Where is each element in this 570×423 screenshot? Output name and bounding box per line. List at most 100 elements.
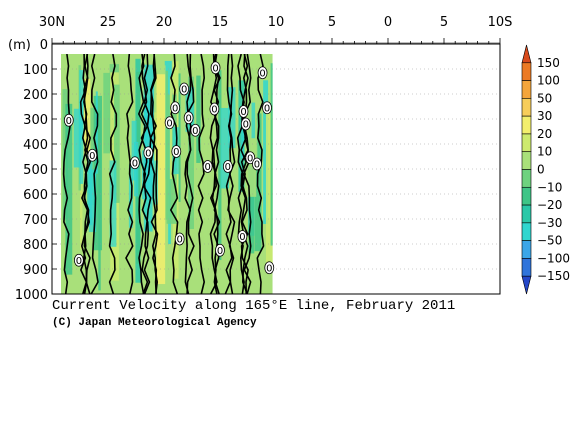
zero-contours — [62, 54, 265, 294]
y-tick-label: 600 — [23, 188, 48, 203]
colorbar-label: −30 — [537, 216, 562, 230]
contour-label-text: 0 — [266, 263, 272, 274]
contour-label: 0 — [164, 116, 175, 129]
colorbar-swatch — [521, 204, 532, 224]
contour-label: 0 — [238, 105, 249, 118]
contour-label: 0 — [210, 61, 221, 74]
contour-line — [108, 54, 118, 294]
contour-label: 0 — [87, 148, 98, 162]
colorbar-swatch — [521, 151, 532, 170]
contour-label: 0 — [252, 157, 262, 171]
contour-label-text: 0 — [204, 162, 210, 173]
field-band — [218, 70, 222, 261]
contour-line — [83, 54, 92, 294]
contour-label: 0 — [129, 156, 140, 169]
y-tick-label: 800 — [23, 238, 48, 253]
colorbar-swatch — [521, 115, 532, 135]
x-tick-label: 5 — [440, 15, 448, 30]
field-band — [241, 118, 245, 158]
y-tick-label: 500 — [23, 163, 48, 178]
contour-line — [242, 54, 252, 294]
colorbar-swatch — [521, 62, 532, 81]
contour-label: 0 — [174, 232, 185, 246]
contour-line — [227, 54, 236, 294]
x-tick-label: 30N — [39, 15, 65, 30]
contour-label: 0 — [245, 151, 256, 164]
field-band — [109, 160, 117, 247]
field-band — [263, 80, 269, 224]
x-tick-label: 20 — [156, 15, 173, 30]
contour-label: 0 — [183, 111, 194, 124]
colorbar-label: −100 — [537, 251, 570, 265]
contour-label-text: 0 — [247, 153, 253, 164]
colorbar-swatch — [521, 133, 532, 153]
contour-label-text: 0 — [145, 148, 151, 159]
contour-line — [186, 54, 195, 294]
y-tick-label: 200 — [23, 88, 48, 103]
colorbar-label: 30 — [537, 109, 552, 123]
contour-line — [240, 54, 250, 294]
x-tick-label: 0 — [384, 15, 392, 30]
field-band — [131, 120, 137, 181]
dotted-gridlines — [52, 68, 500, 270]
contour-label-text: 0 — [217, 246, 223, 257]
contour-label-text: 0 — [66, 116, 72, 127]
colorbar-label: −150 — [537, 269, 570, 283]
colorbar-label: 50 — [537, 91, 552, 105]
contour-label: 0 — [257, 66, 268, 79]
contour-label: 0 — [262, 101, 272, 114]
x-axis: 30N 25 20 15 10 5 0 5 10S — [39, 15, 512, 44]
colorbar-swatch — [521, 80, 532, 99]
field-band — [87, 153, 93, 226]
contour-label-text: 0 — [166, 118, 172, 129]
field-band — [95, 91, 98, 174]
contour-label-text: 0 — [173, 147, 179, 158]
colorbar-label: 10 — [537, 145, 552, 159]
field-band — [228, 87, 236, 149]
y-tick-label: 700 — [23, 213, 48, 228]
colorbar-swatch — [521, 222, 532, 241]
y-tick-label: 0 — [40, 38, 48, 53]
field-band — [141, 150, 151, 200]
contour-label-text: 0 — [211, 105, 217, 116]
y-tick-label: 300 — [23, 113, 48, 128]
contour-line — [256, 54, 265, 294]
y-tick-label: 900 — [23, 263, 48, 278]
contour-line — [125, 54, 134, 294]
field-band — [156, 74, 166, 285]
contour-line — [197, 54, 206, 294]
contour-label-text: 0 — [259, 68, 265, 79]
contour-label-text: 0 — [185, 113, 191, 124]
contour-label-text: 0 — [132, 158, 138, 169]
field-band — [270, 63, 273, 246]
contour-label: 0 — [171, 145, 182, 158]
colorbar-swatch — [521, 169, 532, 188]
contour-line — [142, 54, 152, 294]
contour-label: 0 — [63, 113, 74, 127]
x-tick-label: 15 — [212, 15, 229, 30]
colorbar-swatch — [521, 98, 532, 117]
x-tick-label: 25 — [100, 15, 117, 30]
field-band — [79, 99, 84, 184]
colorbar-label: 20 — [537, 127, 552, 141]
y-axis-unit: (m) — [8, 38, 31, 53]
field-band — [93, 95, 103, 251]
x-tick-label: 10 — [268, 15, 285, 30]
contour-label-text: 0 — [243, 120, 249, 131]
contour-label: 0 — [222, 160, 233, 173]
contour-label: 0 — [209, 102, 220, 116]
field-band — [203, 64, 208, 292]
field-band — [65, 103, 73, 275]
contour-label-text: 0 — [172, 103, 178, 114]
contour-label-text: 0 — [254, 160, 260, 171]
field-band — [196, 75, 201, 163]
chart-title: Current Velocity along 165°E line, Febru… — [52, 298, 455, 314]
field-band — [121, 93, 131, 174]
colorbar-swatch — [521, 186, 532, 206]
contour-line — [62, 54, 71, 294]
contour-label: 0 — [264, 261, 275, 274]
contour-label: 0 — [202, 160, 213, 173]
